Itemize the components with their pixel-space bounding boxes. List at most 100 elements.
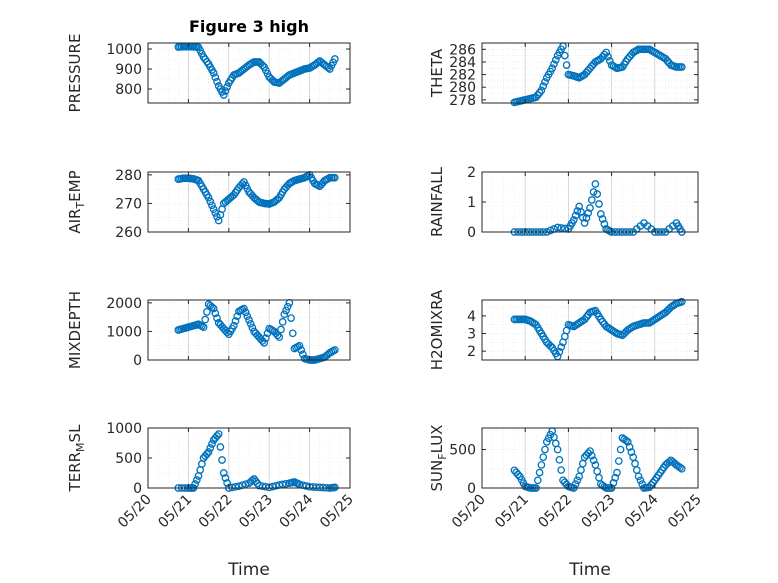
data-point xyxy=(613,468,621,477)
data-point xyxy=(329,347,338,355)
data-point xyxy=(236,67,245,76)
data-point xyxy=(221,326,230,335)
data-point xyxy=(272,329,280,338)
data-point xyxy=(512,468,521,477)
data-point xyxy=(550,60,558,68)
y-axis-label: PRESSURE xyxy=(66,34,84,113)
data-point xyxy=(546,67,555,76)
data-point xyxy=(571,211,580,220)
subplot-rainfall: 0 1 2 RAINFALL xyxy=(428,165,699,241)
data-point xyxy=(591,180,600,188)
data-point xyxy=(598,52,607,61)
y-tick-label: 260 xyxy=(115,225,142,241)
data-point xyxy=(297,346,306,354)
data-point xyxy=(282,306,290,315)
data-point xyxy=(605,227,614,235)
data-point xyxy=(595,200,603,208)
data-point xyxy=(670,62,679,71)
data-point xyxy=(578,459,587,468)
data-point xyxy=(562,326,571,335)
data-point xyxy=(236,181,245,190)
data-point xyxy=(211,434,220,442)
y-tick-label: 900 xyxy=(115,62,142,78)
data-point xyxy=(533,476,542,485)
data-point xyxy=(280,310,289,319)
series-pressure xyxy=(174,42,339,99)
y-tick-label: 284 xyxy=(449,55,476,71)
data-point xyxy=(625,52,634,61)
y-tick-label: 2 xyxy=(467,344,476,360)
y-tick-label: 270 xyxy=(115,196,142,212)
data-point xyxy=(665,457,674,466)
y-tick-label: 500 xyxy=(449,443,476,459)
data-point xyxy=(258,199,267,207)
y-axis-label: MIXDEPTH xyxy=(66,291,84,369)
x-axis-label: Time xyxy=(227,560,270,580)
data-point xyxy=(676,463,684,472)
data-point xyxy=(243,184,252,193)
data-point xyxy=(246,190,255,198)
data-point xyxy=(256,59,265,68)
y-tick-label: 2 xyxy=(467,165,476,181)
data-point xyxy=(216,320,225,329)
data-point xyxy=(267,74,275,83)
data-point xyxy=(535,88,544,97)
data-point xyxy=(609,479,618,487)
data-point xyxy=(674,462,683,471)
data-point xyxy=(278,318,287,326)
data-point xyxy=(586,204,594,212)
data-point xyxy=(223,328,231,337)
axes-box xyxy=(481,427,699,489)
data-point xyxy=(218,205,226,213)
data-point xyxy=(616,445,625,454)
y-tick-label: 282 xyxy=(449,68,476,84)
data-point xyxy=(593,190,602,198)
y-axis-label: AIRTEMP xyxy=(66,170,87,233)
data-point xyxy=(573,73,582,81)
data-point xyxy=(663,57,672,65)
data-point xyxy=(573,207,582,215)
data-point xyxy=(317,58,326,67)
data-point xyxy=(322,62,331,71)
data-point xyxy=(676,63,684,71)
data-point xyxy=(551,439,560,448)
y-axis-label: THETA xyxy=(428,48,446,98)
data-point xyxy=(560,478,569,487)
axes-box xyxy=(481,299,699,361)
series-air-temp xyxy=(174,171,339,225)
data-point xyxy=(187,322,196,331)
data-point xyxy=(555,455,564,464)
series-h2omixra xyxy=(510,297,686,361)
data-point xyxy=(578,213,587,222)
data-point xyxy=(632,46,641,55)
data-point xyxy=(283,302,292,311)
data-point xyxy=(223,479,231,487)
data-point xyxy=(638,319,647,328)
data-point xyxy=(218,88,226,96)
data-point xyxy=(514,315,522,324)
data-point xyxy=(277,325,285,334)
data-point xyxy=(209,205,218,213)
axes-box xyxy=(147,299,351,361)
data-point xyxy=(221,87,230,95)
data-point xyxy=(288,329,297,338)
data-point xyxy=(568,219,576,227)
data-point xyxy=(201,452,210,460)
data-point xyxy=(246,477,255,486)
data-point xyxy=(216,443,225,451)
data-point xyxy=(571,480,580,489)
data-point xyxy=(595,473,603,482)
data-point xyxy=(620,435,629,444)
series-theta xyxy=(510,42,686,107)
data-point xyxy=(201,315,210,324)
data-point xyxy=(208,66,216,74)
data-point xyxy=(206,301,215,310)
data-point xyxy=(241,308,250,317)
data-point xyxy=(211,209,220,217)
data-point xyxy=(258,482,267,491)
data-point xyxy=(198,460,206,468)
y-tick-label: 0 xyxy=(467,481,476,497)
data-point xyxy=(198,49,206,58)
data-point xyxy=(611,63,620,72)
data-point xyxy=(233,312,242,321)
